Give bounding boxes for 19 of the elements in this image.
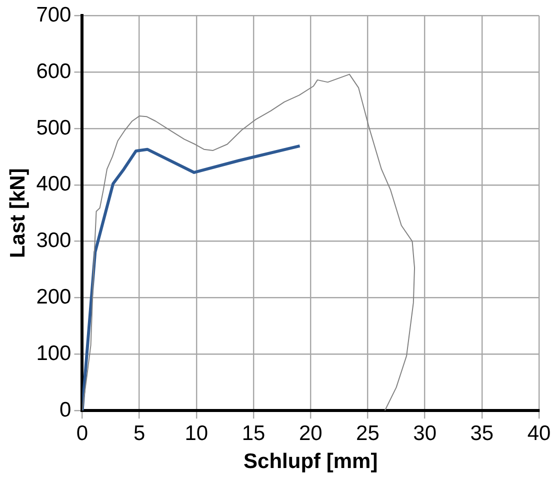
x-axis-title: Schlupf [mm] <box>244 450 378 474</box>
y-tick-label: 200 <box>36 286 72 309</box>
y-tick-label: 600 <box>36 60 72 83</box>
y-tick-label: 0 <box>60 398 72 422</box>
x-tick-label: 40 <box>527 422 551 445</box>
x-tick-label: 15 <box>242 422 266 445</box>
x-tick-label: 10 <box>184 422 208 445</box>
y-tick-label: 400 <box>36 172 72 196</box>
y-tick-label: 700 <box>36 3 72 26</box>
y-tick-label: 500 <box>36 116 72 140</box>
x-tick-label: 30 <box>413 422 436 445</box>
x-tick-label: 5 <box>133 422 146 445</box>
y-tick-label: 300 <box>36 229 72 252</box>
x-tick-label: 0 <box>76 422 88 445</box>
x-tick-label: 35 <box>470 422 494 445</box>
y-tick-label: 100 <box>36 342 72 365</box>
y-axis-title: Last [kN] <box>6 168 30 258</box>
x-tick-label: 25 <box>356 422 380 445</box>
x-tick-label: 20 <box>298 422 322 445</box>
